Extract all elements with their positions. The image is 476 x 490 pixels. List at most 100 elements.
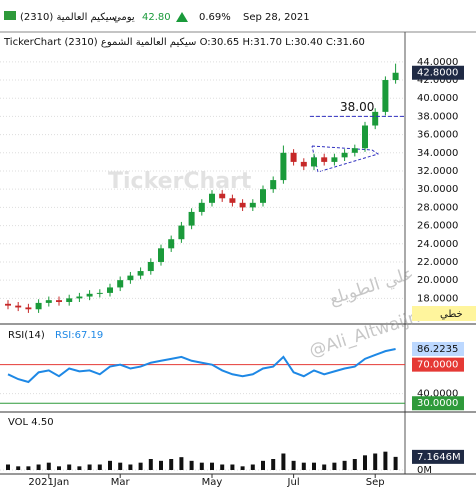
candle-body (321, 157, 328, 162)
candle-body (280, 152, 287, 181)
candle-body (351, 148, 358, 153)
volume-bar (271, 459, 276, 470)
candle-body (382, 80, 389, 112)
candle-body (147, 261, 154, 272)
last-value-box (412, 449, 464, 464)
candle-body (239, 202, 246, 208)
candle-body (35, 302, 42, 310)
candle-body (300, 161, 307, 167)
volume-bar (108, 460, 112, 470)
candle-body (107, 287, 113, 293)
volume-bar (220, 464, 225, 470)
volume-bar (291, 460, 296, 470)
y-tick-label: 24.0000 (417, 239, 458, 250)
y-tick-label: 28.0000 (417, 202, 458, 213)
candle-body (362, 125, 368, 149)
candle-body (260, 189, 266, 203)
watermark: TickerChart (108, 169, 252, 194)
volume-bar (332, 462, 337, 470)
volume-bar (301, 462, 306, 470)
date: Sep 28, 2021 (243, 12, 310, 23)
candle-body (311, 157, 317, 167)
volume-bar (77, 466, 82, 470)
y-tick-label: 40.0000 (417, 93, 458, 104)
candle-body (229, 198, 236, 203)
volume-bar (87, 464, 92, 470)
volume-bar (393, 456, 398, 470)
y-tick-label: 18.0000 (417, 293, 458, 304)
volume-bar (159, 460, 163, 470)
volume-bar (322, 464, 327, 470)
annotation-label: 38.00 (340, 100, 374, 114)
volume-bar (128, 464, 133, 470)
volume-bar (342, 460, 347, 470)
last-value-box (412, 65, 464, 80)
volume-bar (6, 464, 10, 470)
flag-icon (4, 11, 16, 20)
y-tick-label: 44.0000 (417, 57, 458, 68)
y-tick-label: 40.0000 (417, 389, 458, 400)
volume-bar (179, 457, 184, 470)
level-label: 70.0000 (417, 360, 458, 371)
change: 0.69% (199, 12, 231, 23)
volume-bar (36, 464, 41, 470)
volume-bar (230, 464, 235, 470)
panel-title: TickerChart سيكيم العالمية الشموع (2310)… (3, 37, 365, 48)
candle-body (76, 296, 83, 299)
y-tick-label: 20.0000 (417, 275, 458, 286)
y-tick-label: 26.0000 (417, 221, 458, 232)
candle-body (158, 248, 164, 262)
volume-bar (46, 462, 51, 470)
y-tick-label: 32.0000 (417, 166, 458, 177)
panel-title: RSI(14) (8, 330, 45, 341)
candle-body (209, 193, 215, 203)
up-arrow (176, 12, 188, 22)
volume-bar (240, 466, 245, 470)
tag-box (412, 306, 476, 321)
volume-bar (210, 462, 214, 470)
last-value-label: 7.1646M (417, 452, 461, 463)
volume-bar (26, 466, 31, 470)
volume-bar (97, 464, 102, 470)
candle-body (392, 72, 399, 81)
volume-bar (312, 462, 316, 470)
symbol: سيكيم العالمية (2310) (20, 12, 117, 23)
volume-bar (67, 464, 72, 470)
x-tick-label: Jul (287, 477, 300, 488)
volume-bar (189, 460, 194, 470)
volume-bar (148, 459, 153, 470)
y-tick-label: 38.0000 (417, 111, 458, 122)
period: يومي (113, 12, 135, 23)
last-value-box (412, 341, 464, 356)
candle-body (188, 211, 195, 226)
last-value-label: 42.8000 (417, 68, 458, 79)
candle-body (168, 239, 175, 249)
y-tick-label: 36.0000 (417, 130, 458, 141)
candle-body (198, 202, 205, 212)
candle-body (66, 298, 73, 302)
candle-body (127, 275, 134, 281)
volume-bar (199, 462, 204, 470)
candle-body (15, 305, 22, 308)
candle-body (5, 303, 11, 306)
volume-bar (352, 459, 357, 470)
volume-bar (57, 466, 61, 470)
volume-bar (363, 455, 367, 470)
x-tick-label: Sep (366, 477, 385, 488)
y-tick-label: 42.0000 (417, 75, 458, 86)
volume-bar (373, 453, 378, 470)
last-value-label: 86.2235 (417, 344, 458, 355)
candle-body (45, 300, 52, 303)
candle-body (56, 300, 62, 302)
volume-bar (281, 453, 286, 470)
candle-body (249, 202, 256, 208)
volume-bar (118, 462, 123, 470)
volume-bar (383, 451, 388, 470)
level-label: 30.0000 (417, 398, 458, 409)
volume-bar (138, 462, 143, 470)
volume-bar (250, 464, 255, 470)
y-tick-label: 30.0000 (417, 184, 458, 195)
y-tick-label: 22.0000 (417, 257, 458, 268)
y-tick-label: 34.0000 (417, 148, 458, 159)
